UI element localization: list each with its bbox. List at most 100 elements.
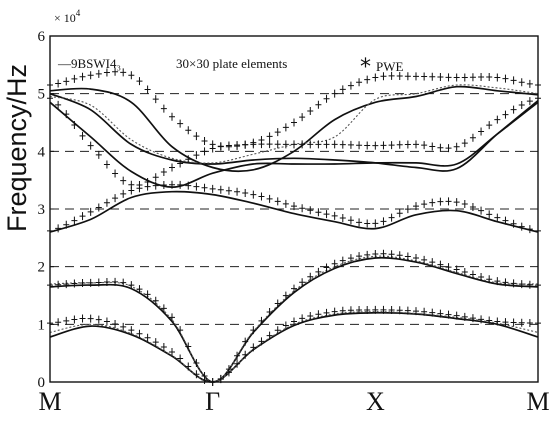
pwe-marker <box>339 85 346 94</box>
pwe-marker <box>120 68 127 77</box>
pwe-marker <box>388 213 395 222</box>
pwe-marker <box>526 280 533 289</box>
pwe-marker <box>258 316 265 325</box>
pwe-marker <box>364 305 371 314</box>
pwe-marker <box>388 141 395 150</box>
pwe-marker <box>152 173 159 182</box>
pwe-marker <box>331 259 338 268</box>
pwe-marker <box>234 351 241 360</box>
pwe-marker <box>193 359 200 368</box>
pwe-marker <box>445 197 452 206</box>
pwe-marker <box>356 306 363 315</box>
pwe-marker <box>510 105 517 114</box>
pwe-marker <box>299 113 306 122</box>
legend-entry-9bswi: —9BSWI4₃ <box>57 56 121 71</box>
pwe-marker <box>380 72 387 81</box>
pwe-marker <box>242 337 249 346</box>
pwe-marker <box>502 318 509 327</box>
pwe-marker-band-5 <box>47 67 541 151</box>
pwe-marker <box>95 278 102 287</box>
pwe-marker <box>413 202 419 211</box>
pwe-marker <box>63 316 70 325</box>
pwe-marker <box>502 216 509 225</box>
pwe-marker <box>380 141 387 150</box>
pwe-marker <box>364 250 371 259</box>
pwe-marker <box>437 73 444 82</box>
pwe-marker <box>445 310 452 319</box>
pwe-marker <box>404 306 411 315</box>
pwe-marker <box>486 316 493 325</box>
pwe-marker <box>79 72 86 81</box>
pwe-marker <box>502 74 509 83</box>
pwe-marker <box>136 285 143 294</box>
solid-curve-4 <box>49 101 539 188</box>
y-tick-label: 4 <box>38 144 46 160</box>
pwe-marker <box>225 186 232 195</box>
pwe-marker <box>437 197 444 206</box>
pwe-marker <box>372 141 379 150</box>
pwe-marker <box>209 184 216 193</box>
pwe-marker <box>396 71 403 80</box>
pwe-marker <box>169 180 175 189</box>
pwe-marker <box>461 312 468 321</box>
x-tick-label: Γ <box>205 387 220 416</box>
pwe-marker <box>185 362 192 371</box>
pwe-marker <box>152 181 159 190</box>
pwe-marker <box>55 79 62 88</box>
pwe-marker <box>250 326 257 335</box>
pwe-marker <box>95 315 102 324</box>
pwe-marker <box>160 342 167 351</box>
pwe-marker <box>347 216 354 225</box>
pwe-marker <box>63 220 70 229</box>
pwe-marker <box>453 265 460 274</box>
pwe-marker <box>356 252 363 261</box>
pwe-marker <box>79 131 86 140</box>
pwe-marker <box>453 198 460 207</box>
y-multiplier-exponent: 4 <box>76 8 81 18</box>
pwe-marker <box>413 72 419 81</box>
y-tick-label: 3 <box>38 202 46 218</box>
pwe-marker <box>144 178 151 187</box>
pwe-marker <box>526 319 533 328</box>
pwe-marker <box>274 326 281 335</box>
pwe-marker <box>201 136 208 145</box>
pwe-marker <box>518 318 525 327</box>
pwe-marker <box>250 190 257 199</box>
pwe-marker <box>469 133 476 142</box>
pwe-marker <box>518 101 525 110</box>
pwe-marker <box>169 112 175 121</box>
pwe-marker <box>478 127 485 136</box>
pwe-marker <box>274 299 281 308</box>
pwe-marker <box>185 155 192 164</box>
pwe-marker <box>266 140 273 149</box>
pwe-marker <box>510 76 517 85</box>
pwe-marker <box>421 72 428 81</box>
pwe-marker <box>502 110 509 119</box>
pwe-marker <box>518 222 525 231</box>
pwe-marker <box>315 208 322 217</box>
pwe-marker <box>95 203 102 212</box>
pwe-marker <box>79 212 86 221</box>
pwe-marker <box>169 348 175 357</box>
pwe-marker <box>307 106 314 115</box>
pwe-marker <box>169 313 175 322</box>
pwe-marker <box>274 197 281 206</box>
pwe-marker <box>526 225 533 234</box>
pwe-marker <box>421 255 428 264</box>
pwe-marker <box>331 307 338 316</box>
pwe-marker <box>217 185 224 194</box>
pwe-marker <box>87 207 94 216</box>
pwe-marker <box>63 77 70 86</box>
pwe-marker <box>486 73 493 82</box>
pwe-marker <box>307 140 314 149</box>
pwe-marker <box>177 159 184 168</box>
pwe-marker <box>502 278 509 287</box>
pwe-marker <box>356 218 363 227</box>
pwe-marker <box>103 317 110 326</box>
pwe-marker <box>494 115 501 124</box>
pwe-marker <box>79 314 86 323</box>
pwe-marker-band-4 <box>47 94 541 189</box>
pwe-marker <box>347 306 354 315</box>
pwe-marker <box>234 142 241 151</box>
